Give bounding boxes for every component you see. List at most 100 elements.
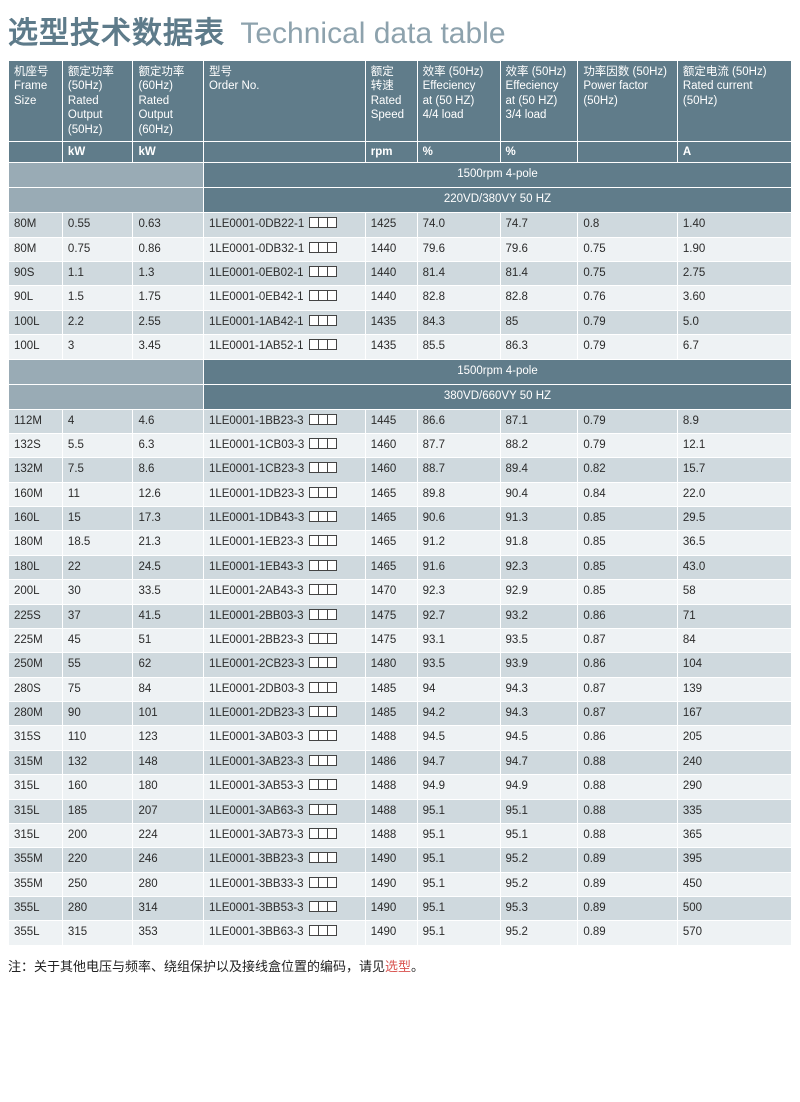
cell-cur: 1.90 xyxy=(677,237,791,261)
cell-cur: 8.9 xyxy=(677,409,791,433)
cell-rpm: 1470 xyxy=(365,580,417,604)
cell-eff34: 89.4 xyxy=(500,458,578,482)
section-blank: 1500rpm 4-pole xyxy=(9,163,792,188)
cell-cur: 500 xyxy=(677,897,791,921)
cell-eff34: 93.9 xyxy=(500,653,578,677)
cell-kw60: 2.55 xyxy=(133,310,204,334)
cell-order: 1LE0001-1BB23-3 xyxy=(203,409,365,433)
cell-eff34: 79.6 xyxy=(500,237,578,261)
cell-eff34: 94.9 xyxy=(500,775,578,799)
cell-eff34: 93.5 xyxy=(500,628,578,652)
cell-kw60: 24.5 xyxy=(133,555,204,579)
u-cur: A xyxy=(677,141,791,162)
cell-cur: 104 xyxy=(677,653,791,677)
cell-pf: 0.75 xyxy=(578,237,678,261)
title-cn: 选型技术数据表 xyxy=(8,17,225,50)
cell-kw60: 12.6 xyxy=(133,482,204,506)
order-placeholder-boxes xyxy=(309,290,336,305)
cell-cur: 395 xyxy=(677,848,791,872)
cell-cur: 22.0 xyxy=(677,482,791,506)
order-placeholder-boxes xyxy=(309,852,336,867)
cell-pf: 0.79 xyxy=(578,409,678,433)
cell-pf: 0.88 xyxy=(578,823,678,847)
note-post: 。 xyxy=(411,959,424,974)
cell-order: 1LE0001-1AB42-1 xyxy=(203,310,365,334)
order-placeholder-boxes xyxy=(309,242,336,257)
table-row: 132S 5.5 6.3 1LE0001-1CB03-3 1460 87.7 8… xyxy=(9,433,792,457)
cell-eff34: 94.3 xyxy=(500,677,578,701)
table-row: 100L 3 3.45 1LE0001-1AB52-1 1435 85.5 86… xyxy=(9,335,792,359)
cell-order: 1LE0001-2AB43-3 xyxy=(203,580,365,604)
cell-kw60: 51 xyxy=(133,628,204,652)
cell-frame: 100L xyxy=(9,310,63,334)
cell-eff34: 92.3 xyxy=(500,555,578,579)
cell-pf: 0.89 xyxy=(578,921,678,945)
u-rpm: rpm xyxy=(365,141,417,162)
cell-order: 1LE0001-1DB43-3 xyxy=(203,507,365,531)
cell-pf: 0.85 xyxy=(578,531,678,555)
cell-pf: 0.75 xyxy=(578,262,678,286)
cell-kw60: 1.3 xyxy=(133,262,204,286)
cell-order: 1LE0001-2BB23-3 xyxy=(203,628,365,652)
table-row: 90L 1.5 1.75 1LE0001-0EB42-1 1440 82.8 8… xyxy=(9,286,792,310)
cell-frame: 225M xyxy=(9,628,63,652)
cell-eff44: 94.9 xyxy=(417,775,500,799)
cell-frame: 80M xyxy=(9,213,63,237)
table-row: 250M 55 62 1LE0001-2CB23-3 1480 93.5 93.… xyxy=(9,653,792,677)
cell-order: 1LE0001-3AB63-3 xyxy=(203,799,365,823)
cell-order: 1LE0001-3BB33-3 xyxy=(203,872,365,896)
cell-cur: 240 xyxy=(677,750,791,774)
cell-cur: 15.7 xyxy=(677,458,791,482)
cell-frame: 355L xyxy=(9,897,63,921)
cell-rpm: 1465 xyxy=(365,507,417,531)
cell-kw50: 185 xyxy=(62,799,133,823)
cell-frame: 112M xyxy=(9,409,63,433)
order-placeholder-boxes xyxy=(309,901,336,916)
table-row: 315L 200 224 1LE0001-3AB73-3 1488 95.1 9… xyxy=(9,823,792,847)
table-row: 355L 280 314 1LE0001-3BB53-3 1490 95.1 9… xyxy=(9,897,792,921)
cell-frame: 225S xyxy=(9,604,63,628)
cell-eff34: 85 xyxy=(500,310,578,334)
cell-kw50: 200 xyxy=(62,823,133,847)
cell-kw50: 30 xyxy=(62,580,133,604)
cell-kw50: 11 xyxy=(62,482,133,506)
cell-frame: 200L xyxy=(9,580,63,604)
cell-frame: 100L xyxy=(9,335,63,359)
cell-pf: 0.87 xyxy=(578,628,678,652)
cell-cur: 450 xyxy=(677,872,791,896)
cell-order: 1LE0001-2DB03-3 xyxy=(203,677,365,701)
cell-eff34: 91.8 xyxy=(500,531,578,555)
cell-cur: 335 xyxy=(677,799,791,823)
cell-frame: 280M xyxy=(9,702,63,726)
h-order: 型号Order No. xyxy=(203,61,365,142)
table-row: 225S 37 41.5 1LE0001-2BB03-3 1475 92.7 9… xyxy=(9,604,792,628)
table-body: 1500rpm 4-pole 220VD/380VY 50 HZ 80M 0.5… xyxy=(9,163,792,946)
cell-eff34: 95.2 xyxy=(500,848,578,872)
cell-cur: 290 xyxy=(677,775,791,799)
cell-kw60: 84 xyxy=(133,677,204,701)
cell-rpm: 1480 xyxy=(365,653,417,677)
cell-kw60: 180 xyxy=(133,775,204,799)
cell-order: 1LE0001-0DB22-1 xyxy=(203,213,365,237)
cell-kw50: 250 xyxy=(62,872,133,896)
cell-rpm: 1488 xyxy=(365,726,417,750)
cell-cur: 570 xyxy=(677,921,791,945)
order-placeholder-boxes xyxy=(309,877,336,892)
cell-eff34: 81.4 xyxy=(500,262,578,286)
cell-kw50: 5.5 xyxy=(62,433,133,457)
table-row: 100L 2.2 2.55 1LE0001-1AB42-1 1435 84.3 … xyxy=(9,310,792,334)
cell-eff44: 93.5 xyxy=(417,653,500,677)
cell-rpm: 1465 xyxy=(365,555,417,579)
cell-pf: 0.79 xyxy=(578,433,678,457)
order-placeholder-boxes xyxy=(309,462,336,477)
cell-frame: 315L xyxy=(9,775,63,799)
cell-pf: 0.88 xyxy=(578,750,678,774)
cell-kw50: 7.5 xyxy=(62,458,133,482)
cell-eff44: 91.2 xyxy=(417,531,500,555)
cell-frame: 315M xyxy=(9,750,63,774)
order-placeholder-boxes xyxy=(309,535,336,550)
cell-kw50: 220 xyxy=(62,848,133,872)
cell-eff34: 95.2 xyxy=(500,872,578,896)
cell-order: 1LE0001-1CB03-3 xyxy=(203,433,365,457)
cell-cur: 2.75 xyxy=(677,262,791,286)
